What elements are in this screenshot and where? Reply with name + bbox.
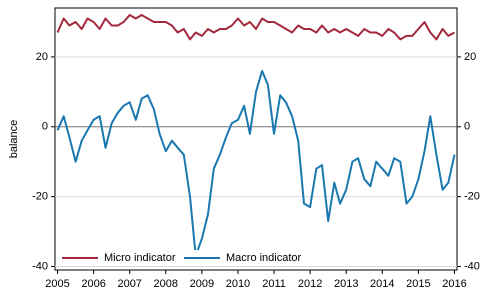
series-line — [56, 14, 455, 41]
legend-box — [58, 250, 308, 266]
x-tick-label: 2015 — [406, 278, 430, 290]
x-tick-label: 2009 — [190, 278, 214, 290]
x-tick-label: 2008 — [154, 278, 178, 290]
y-axis-label: balance — [8, 120, 20, 159]
x-tick-label: 2014 — [370, 278, 394, 290]
x-tick-label: 2016 — [442, 278, 466, 290]
x-tick-label: 2007 — [117, 278, 141, 290]
legend-label: Micro indicator — [104, 252, 176, 264]
y-tick-label: -20 — [32, 191, 48, 203]
x-tick-label: 2010 — [226, 278, 250, 290]
series-line — [56, 69, 456, 257]
y-tick-label: -40 — [32, 260, 48, 272]
x-tick-label: 2011 — [262, 278, 286, 290]
x-tick-label: 2012 — [298, 278, 322, 290]
y2-tick-label: -40 — [464, 260, 480, 272]
x-tick-label: 2013 — [334, 278, 358, 290]
x-tick-label: 2005 — [45, 278, 69, 290]
x-tick-label: 2006 — [81, 278, 105, 290]
y2-tick-label: 20 — [464, 51, 476, 63]
plot-frame — [54, 7, 458, 271]
y2-tick-label: -20 — [464, 191, 480, 203]
y2-tick-label: 0 — [464, 121, 470, 133]
y-tick-label: 20 — [36, 51, 48, 63]
legend-label: Macro indicator — [226, 252, 302, 264]
y-tick-label: 0 — [42, 121, 48, 133]
